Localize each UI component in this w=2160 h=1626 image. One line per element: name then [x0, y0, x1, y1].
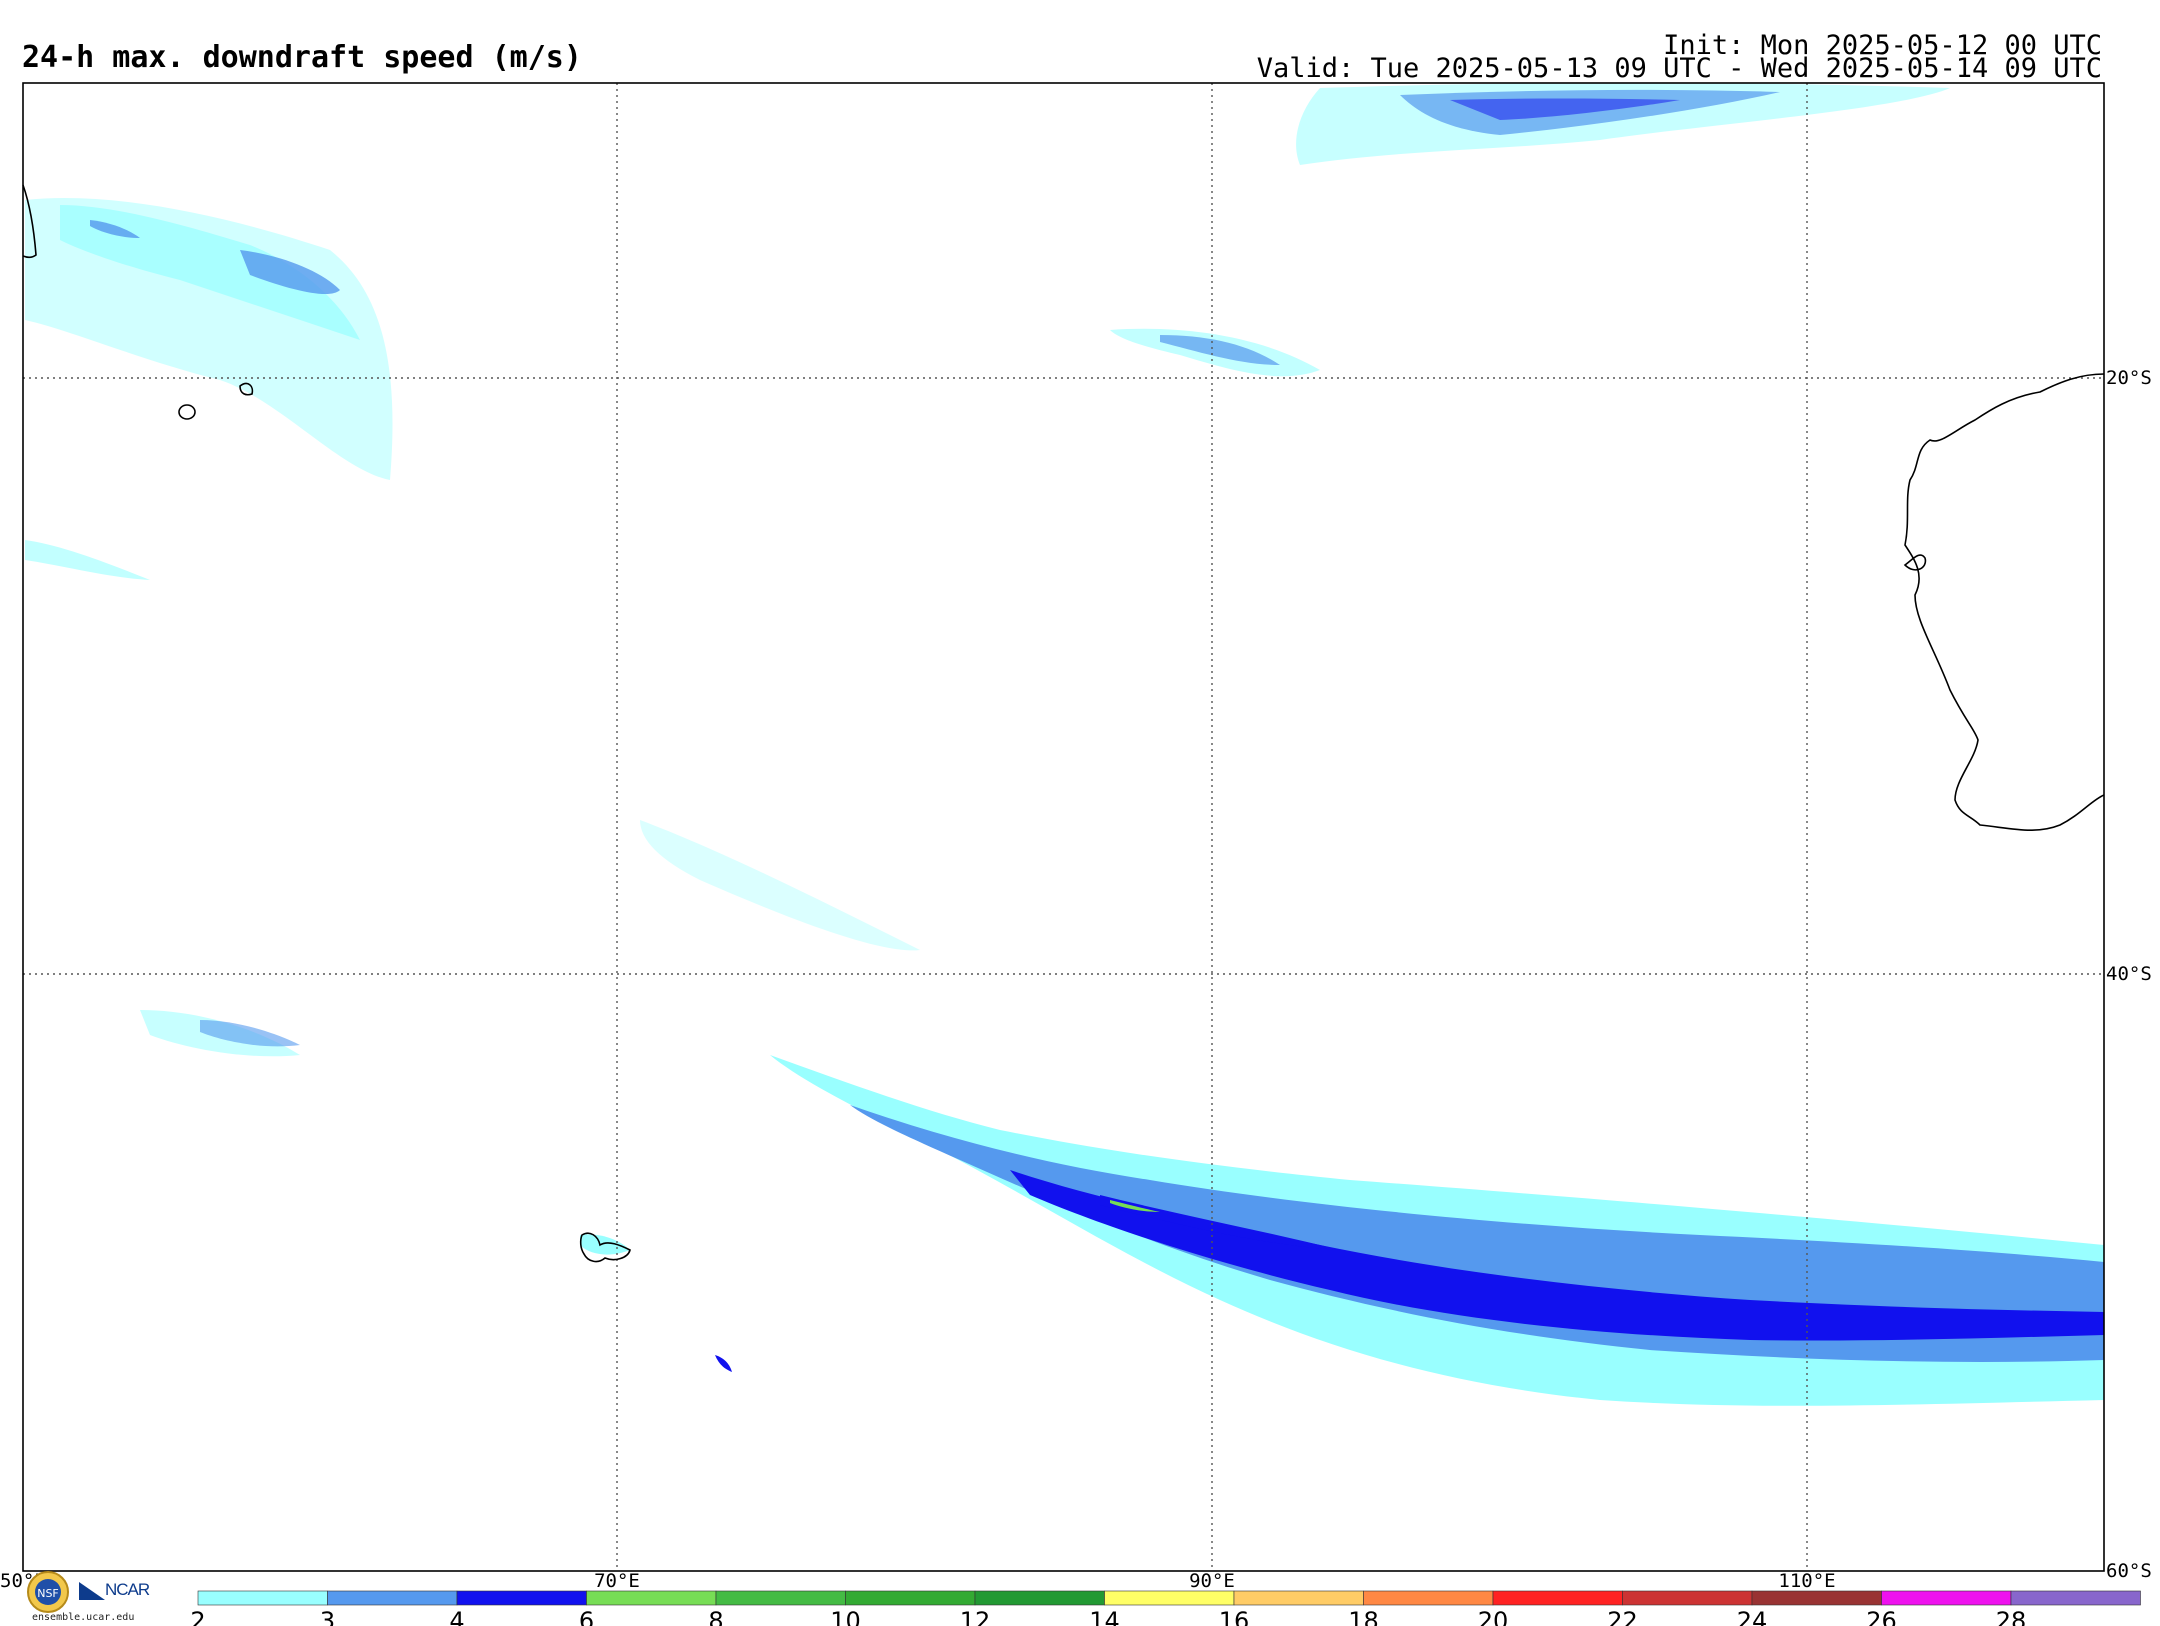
- lon-label-90e: 90°E: [1189, 1570, 1235, 1592]
- colorbar-tick-label: 28: [1996, 1607, 2027, 1626]
- colorbar-swatch: [197, 1590, 328, 1606]
- colorbar-swatch: [1751, 1590, 1882, 1606]
- site-url: ensemble.ucar.edu: [32, 1612, 135, 1623]
- colorbar-swatch: [1233, 1590, 1364, 1606]
- graticule: [23, 83, 2104, 1571]
- colorbar-swatch: [1492, 1590, 1623, 1606]
- ncar-logo-icon: [79, 1582, 105, 1600]
- nsf-seal-icon: NSF: [26, 1570, 156, 1626]
- colorbar-tick-label: 16: [1219, 1607, 1250, 1626]
- colorbar-tick-label: 26: [1866, 1607, 1897, 1626]
- colorbar-swatch: [1881, 1590, 2012, 1606]
- plot-frame: [22, 82, 2105, 1572]
- colorbar-tick-label: 14: [1089, 1607, 1120, 1626]
- colorbar-tick-label: 18: [1348, 1607, 1379, 1626]
- colorbar-swatch: [1363, 1590, 1494, 1606]
- colorbar-swatch: [1622, 1590, 1753, 1606]
- colorbar-tick-label: 22: [1607, 1607, 1638, 1626]
- colorbar-swatch: [456, 1590, 587, 1606]
- colorbar-swatch: [327, 1590, 458, 1606]
- colorbar-swatch: [845, 1590, 976, 1606]
- svg-text:NSF: NSF: [37, 1587, 59, 1600]
- colorbar: 2 3 4 6 8 10 12 14 16 18 20 22 24 26 28: [190, 1590, 2141, 1626]
- latitude-labels: 20°S 40°S 60°S: [2106, 367, 2152, 1582]
- colorbar-swatch: [974, 1590, 1105, 1606]
- colorbar-swatch: [1104, 1590, 1235, 1606]
- colorbar-swatch: [586, 1590, 717, 1606]
- colorbar-tick-label: 10: [830, 1607, 861, 1626]
- init-time: Init: Mon 2025-05-12 00 UTC: [1663, 30, 2102, 61]
- colorbar-tick-label: 24: [1737, 1607, 1768, 1626]
- map-title: 24-h max. downdraft speed (m/s): [22, 40, 582, 75]
- downdraft-field: [25, 83, 2104, 1406]
- lat-label-40s: 40°S: [2106, 963, 2152, 985]
- colorbar-tick-label: 20: [1478, 1607, 1509, 1626]
- colorbar-swatch: [2010, 1590, 2141, 1606]
- colorbar-tick-label: 4: [449, 1607, 464, 1626]
- colorbar-tick-label: 8: [708, 1607, 723, 1626]
- lon-label-110e: 110°E: [1778, 1570, 1835, 1592]
- colorbar-tick-label: 2: [190, 1607, 205, 1626]
- colorbar-swatch: [715, 1590, 846, 1606]
- lat-label-60s: 60°S: [2106, 1560, 2152, 1582]
- longitude-labels: 50°E 70°E 90°E 110°E: [0, 1570, 1836, 1592]
- lat-label-20s: 20°S: [2106, 367, 2152, 389]
- lon-label-70e: 70°E: [594, 1570, 640, 1592]
- colorbar-tick-label: 6: [579, 1607, 594, 1626]
- colorbar-tick-label: 12: [960, 1607, 991, 1626]
- colorbar-tick-label: 3: [320, 1607, 335, 1626]
- ncar-logo-text: NCAR: [105, 1580, 150, 1599]
- coastlines: [22, 184, 2105, 1263]
- valid-time: Valid: Tue 2025-05-13 09 UTC - Wed 2025-…: [1256, 53, 2102, 84]
